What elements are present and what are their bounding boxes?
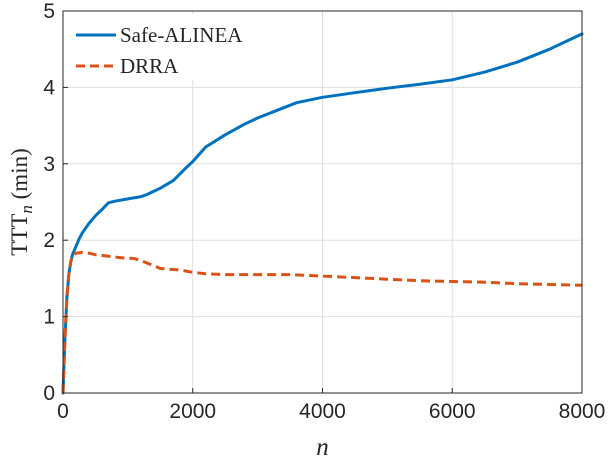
legend-box — [68, 14, 274, 80]
x-tick-labels: 0 2000 4000 6000 8000 — [57, 400, 605, 423]
y-tick-label-5: 5 — [43, 0, 55, 23]
x-tick-label-2: 4000 — [299, 400, 346, 423]
legend-label-0: Safe-ALINEA — [120, 23, 243, 47]
x-tick-label-3: 6000 — [429, 400, 476, 423]
x-tick-label-0: 0 — [57, 400, 69, 423]
y-axis-label-unit: (min) — [7, 148, 32, 205]
x-axis-label: n — [316, 434, 329, 461]
legend: Safe-ALINEA DRRA — [68, 14, 274, 80]
x-tick-label-4: 8000 — [559, 400, 606, 423]
y-tick-label-0: 0 — [43, 382, 55, 405]
y-axis-label-subscript: n — [17, 205, 36, 214]
y-tick-label-4: 4 — [43, 76, 55, 99]
series-line-0 — [61, 32, 584, 395]
y-tick-label-2: 2 — [43, 229, 55, 252]
y-axis-label-main: TTT — [7, 214, 32, 256]
y-tick-label-3: 3 — [43, 153, 55, 176]
x-tick-label-1: 2000 — [169, 400, 216, 423]
y-tick-labels: 0 1 2 3 4 5 — [43, 0, 55, 405]
y-tick-label-1: 1 — [43, 306, 55, 329]
series-line-1 — [61, 250, 583, 394]
series-lines — [61, 32, 584, 395]
y-axis-label: TTTn (min) — [7, 148, 36, 256]
legend-label-1: DRRA — [120, 54, 179, 78]
